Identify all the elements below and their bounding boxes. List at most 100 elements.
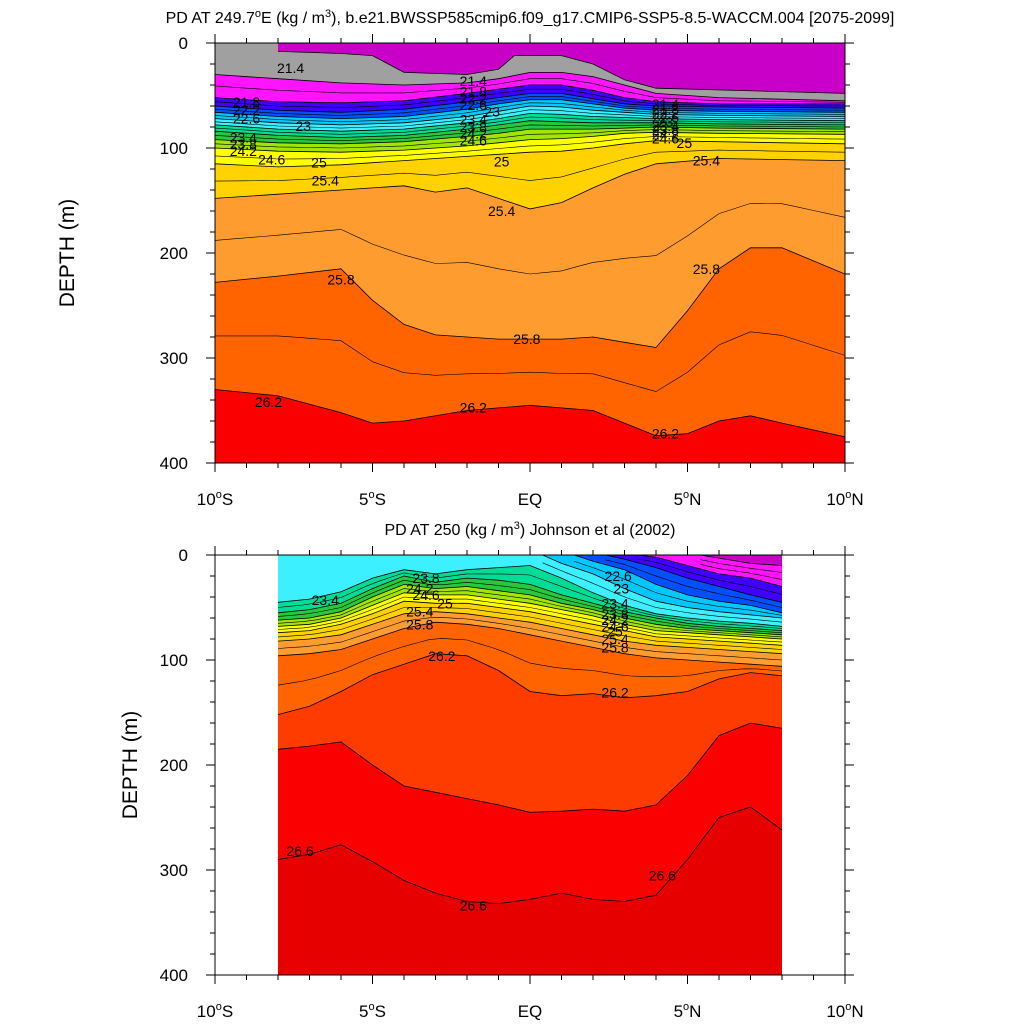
contour-label: 23 bbox=[295, 118, 311, 134]
contour-line-minor bbox=[215, 88, 845, 108]
contour-line-23.8 bbox=[277, 575, 783, 631]
contour-line-minor bbox=[277, 617, 783, 661]
contour-label: 23.8 bbox=[230, 136, 257, 152]
contour-label: 23.4 bbox=[652, 118, 679, 134]
y-tick-label: 300 bbox=[160, 861, 188, 880]
x-tick-label: 10oN bbox=[826, 489, 863, 509]
contour-label: 23 bbox=[614, 581, 630, 597]
contour-line-24.2 bbox=[277, 583, 783, 636]
contour-line-minor bbox=[215, 116, 845, 135]
contour-fills bbox=[278, 555, 782, 975]
x-tick-label: 10oS bbox=[197, 1001, 233, 1021]
contour-line-26.6 bbox=[277, 806, 783, 905]
contour-line-21.4 bbox=[215, 72, 845, 102]
panel-title: PD AT 249.7oE (kg / m3), b.e21.BWSSP585c… bbox=[166, 8, 895, 27]
contour-label: 22.2 bbox=[233, 102, 260, 118]
contour-label: 23.8 bbox=[460, 119, 487, 135]
axes: 0 100 200 300 400 10oS 5oS EQ 5oN 10oN bbox=[160, 34, 864, 509]
contour-label: 24.6 bbox=[258, 152, 285, 168]
contour-label: 22.6 bbox=[652, 110, 679, 126]
y-axis-title: DEPTH (m) bbox=[119, 711, 142, 820]
contour-line-minor bbox=[215, 129, 845, 149]
contour-label: 23.8 bbox=[412, 570, 439, 586]
y-tick-label: 0 bbox=[179, 34, 188, 53]
contour-label: 24.6 bbox=[652, 131, 679, 147]
contour-lines bbox=[215, 51, 845, 438]
x-tick-label: EQ bbox=[518, 490, 543, 509]
contour-label: 24.2 bbox=[652, 126, 679, 142]
contour-line-23.4 bbox=[215, 112, 845, 132]
contour-line-minor bbox=[215, 102, 845, 123]
contour-line-22.6 bbox=[573, 555, 783, 614]
contour-label: 25.8 bbox=[693, 261, 720, 277]
contour-line-25.4 bbox=[277, 611, 783, 655]
contour-line-minor bbox=[215, 203, 845, 275]
contour-label: 26.2 bbox=[255, 394, 282, 410]
contour-label: 25.4 bbox=[488, 203, 515, 219]
contour-line-23.8 bbox=[215, 120, 845, 138]
contour-label: 22.2 bbox=[652, 105, 679, 121]
contour-line-26.4 bbox=[277, 722, 783, 813]
contour-line-minor bbox=[215, 149, 845, 182]
contour-line-23 bbox=[542, 555, 783, 619]
contour-line-26.2 bbox=[277, 653, 783, 715]
contour-line-minor bbox=[215, 331, 845, 392]
contour-label: 25.4 bbox=[312, 173, 339, 189]
x-tick-label: 10oS bbox=[197, 489, 233, 509]
contour-line-25.4 bbox=[215, 158, 845, 210]
x-tick-label: 5oN bbox=[674, 1001, 702, 1021]
contour-line-24.6 bbox=[215, 131, 845, 153]
contour-label: 24.2 bbox=[406, 581, 433, 597]
contour-label: 26.2 bbox=[460, 399, 487, 415]
contour-label: 24.2 bbox=[460, 125, 487, 141]
contour-label: 25.4 bbox=[601, 631, 628, 647]
contour-label: 26.6 bbox=[286, 843, 313, 859]
contour-line-25.8 bbox=[215, 247, 845, 348]
y-tick-label: 400 bbox=[160, 454, 188, 473]
contour-line-21.2 bbox=[277, 51, 845, 94]
contour-label: 25.4 bbox=[693, 153, 720, 169]
contour-line-22.2 bbox=[605, 555, 783, 603]
contour-label: 25 bbox=[677, 135, 693, 151]
contour-label: 23.8 bbox=[601, 606, 628, 622]
contour-labels: 23.423.824.224.62525.425.826.222.62323.4… bbox=[286, 568, 676, 914]
contour-line-23 bbox=[215, 105, 845, 126]
contour-label: 25 bbox=[311, 155, 327, 171]
contour-label: 22.6 bbox=[460, 97, 487, 113]
x-tick-label: 5oS bbox=[359, 489, 386, 509]
contour-line-26.2 bbox=[215, 389, 845, 438]
y-axis-title: DEPTH (m) bbox=[56, 199, 79, 308]
contour-line-minor bbox=[277, 607, 783, 650]
contour-line-21.8 bbox=[215, 84, 845, 105]
y-tick-label: 100 bbox=[160, 139, 188, 158]
contour-label: 26.2 bbox=[652, 426, 679, 442]
contour-line-minor bbox=[215, 109, 845, 129]
contour-line-minor bbox=[637, 558, 783, 595]
contour-label: 24.6 bbox=[601, 618, 628, 634]
fill-region-21.2 bbox=[278, 43, 845, 94]
contour-line-minor bbox=[277, 588, 783, 638]
contour-line-22.2 bbox=[215, 93, 845, 113]
contour-label: 21.4 bbox=[277, 60, 304, 76]
contour-line-minor bbox=[215, 78, 845, 103]
contour-line-24.6 bbox=[277, 592, 783, 640]
contour-line-25 bbox=[277, 600, 783, 646]
contour-line-25.8 bbox=[277, 621, 783, 667]
contour-label: 23.4 bbox=[601, 595, 628, 611]
contour-line-24.2 bbox=[215, 126, 845, 145]
contour-label: 25.8 bbox=[601, 639, 628, 655]
contour-label: 23 bbox=[658, 114, 674, 130]
y-tick-label: 200 bbox=[160, 244, 188, 263]
contour-label: 25 bbox=[437, 595, 453, 611]
y-tick-label: 400 bbox=[160, 966, 188, 985]
contour-label: 26.6 bbox=[649, 867, 676, 883]
contour-line-minor bbox=[277, 572, 783, 629]
y-tick-label: 200 bbox=[160, 756, 188, 775]
axes: 0 100 200 300 400 10oS 5oS EQ 5oN 10oN bbox=[160, 546, 864, 1021]
contour-line-25 bbox=[215, 140, 845, 168]
contour-label: 25 bbox=[494, 154, 510, 170]
panel-title: PD AT 250 (kg / m3) Johnson et al (2002) bbox=[384, 520, 675, 539]
x-tick-label: 10oN bbox=[826, 1001, 863, 1021]
contour-line-22.6 bbox=[215, 99, 845, 120]
contour-label: 21.8 bbox=[233, 94, 260, 110]
